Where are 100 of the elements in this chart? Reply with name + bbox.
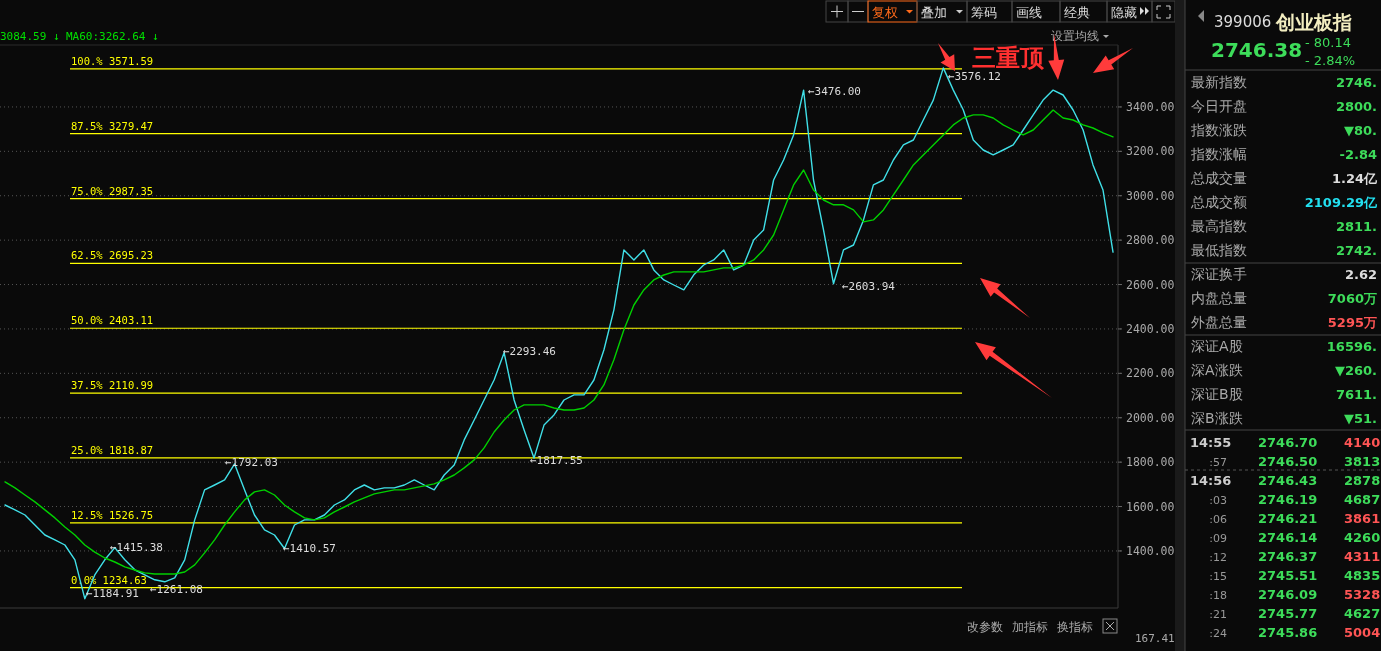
- y-tick-label: 2400.00: [1126, 321, 1175, 336]
- text: 2746.14: [1258, 530, 1318, 545]
- text: 经典: [1064, 5, 1090, 20]
- text: :21: [1209, 608, 1227, 621]
- text: 2109.29亿: [1304, 195, 1378, 210]
- annotation: ←3576.12: [948, 70, 1001, 83]
- annotation: ←1410.57: [283, 542, 336, 555]
- ref-line-label: 50.0% 2403.11: [71, 314, 154, 327]
- text: :18: [1209, 589, 1227, 602]
- ref-line-label: 37.5% 2110.99: [71, 379, 154, 392]
- text: 16596.: [1326, 339, 1377, 354]
- text: 3084.59 ↓: [0, 30, 60, 43]
- text: 筹码: [971, 5, 997, 20]
- annotation: ←1415.38: [110, 541, 163, 554]
- annotation: ←3476.00: [808, 85, 861, 98]
- text: 总成交量: [1190, 170, 1247, 186]
- y-tick-label: 3400.00: [1126, 99, 1175, 114]
- text: 2745.86: [1258, 625, 1318, 640]
- y-tick-label: 2600.00: [1126, 277, 1175, 292]
- y-tick-label: 2000.00: [1126, 410, 1175, 425]
- text: 1.24亿: [1331, 171, 1378, 186]
- text: 4687: [1344, 492, 1381, 507]
- text: :24: [1209, 627, 1227, 640]
- text: 复权: [872, 5, 898, 20]
- text: :57: [1209, 456, 1227, 469]
- text: -2.84: [1339, 147, 1377, 162]
- text: 总成交额: [1190, 194, 1247, 210]
- text: 5004: [1344, 625, 1381, 640]
- text: :06: [1209, 513, 1227, 526]
- text: :03: [1209, 494, 1227, 507]
- text: 2746.43: [1258, 473, 1318, 488]
- y-tick-label: 1800.00: [1126, 455, 1175, 470]
- text: 4260: [1344, 530, 1381, 545]
- text: 外盘总量: [1191, 314, 1247, 330]
- annotation: ←1792.03: [225, 456, 278, 469]
- text: 今日开盘: [1191, 98, 1247, 114]
- text: 深B涨跌: [1191, 410, 1243, 426]
- text: 4627: [1344, 606, 1381, 621]
- text: 14:55: [1190, 435, 1232, 450]
- text: 最低指数: [1191, 242, 1247, 258]
- text: 2746.50: [1258, 454, 1318, 469]
- text: 2878: [1344, 473, 1381, 488]
- text: 2746.70: [1258, 435, 1318, 450]
- annotation: ←2603.94: [842, 280, 896, 293]
- text: 最新指数: [1191, 74, 1247, 90]
- text: 5295万: [1327, 315, 1377, 330]
- text: 内盘总量: [1191, 290, 1247, 306]
- ref-line-label: 87.5% 3279.47: [71, 119, 154, 132]
- text: 换指标: [1057, 620, 1093, 634]
- ref-line-label: 75.0% 2987.35: [71, 184, 154, 197]
- text: 4140: [1344, 435, 1381, 450]
- text: 深证换手: [1191, 266, 1247, 282]
- text: 3813: [1344, 454, 1381, 469]
- text: 2745.77: [1258, 606, 1318, 621]
- text: 4311: [1344, 549, 1381, 564]
- text: ▼51.: [1343, 411, 1377, 426]
- ref-line-label: 25.0% 1818.87: [71, 443, 154, 456]
- text: 4835: [1344, 568, 1381, 583]
- annotation: 三重顶: [972, 44, 1044, 72]
- text: :15: [1209, 570, 1227, 583]
- ref-line-label: 100.% 3571.59: [71, 54, 154, 67]
- text: 167.41: [1135, 632, 1175, 645]
- text: 深证B股: [1191, 386, 1243, 402]
- text: 指数涨幅: [1190, 146, 1247, 162]
- text: - 80.14: [1305, 35, 1352, 50]
- text: MA60:3262.64 ↓: [66, 30, 159, 43]
- text: 深A涨跌: [1191, 362, 1243, 378]
- text: 2746.19: [1258, 492, 1318, 507]
- annotation: ←2293.46: [503, 345, 556, 358]
- text: 7060万: [1327, 291, 1377, 306]
- text: 最高指数: [1191, 218, 1247, 234]
- text: :12: [1209, 551, 1227, 564]
- text: 2746.: [1335, 75, 1377, 90]
- text: 深证A股: [1191, 338, 1243, 354]
- text: 加指标: [1012, 620, 1048, 634]
- y-tick-label: 1400.00: [1126, 543, 1175, 558]
- ref-line-label: 62.5% 2695.23: [71, 249, 154, 262]
- text: 指数涨跌: [1190, 122, 1247, 138]
- text: 创业板指: [1275, 11, 1352, 33]
- text: 14:56: [1190, 473, 1232, 488]
- text: ▼260.: [1334, 363, 1377, 378]
- text: 改参数: [967, 620, 1003, 634]
- y-tick-label: 3000.00: [1126, 188, 1175, 203]
- y-tick-label: 3200.00: [1126, 144, 1175, 159]
- text: 2.62: [1344, 267, 1377, 282]
- text: 叠加: [921, 5, 947, 20]
- text: 2746.21: [1258, 511, 1318, 526]
- y-tick-label: 2200.00: [1126, 366, 1175, 381]
- text: 2811.: [1335, 219, 1377, 234]
- y-tick-label: 1600.00: [1126, 499, 1175, 514]
- text: 设置均线: [1051, 29, 1099, 43]
- text: 画线: [1016, 5, 1042, 20]
- text: ▼80.: [1343, 123, 1377, 138]
- ref-line-label: 12.5% 1526.75: [71, 508, 154, 521]
- text: 3861: [1344, 511, 1381, 526]
- text: - 2.84%: [1305, 53, 1356, 68]
- text: 2745.51: [1258, 568, 1318, 583]
- text: 2742.: [1335, 243, 1377, 258]
- y-tick-label: 2800.00: [1126, 233, 1175, 248]
- text: 隐藏: [1111, 5, 1137, 20]
